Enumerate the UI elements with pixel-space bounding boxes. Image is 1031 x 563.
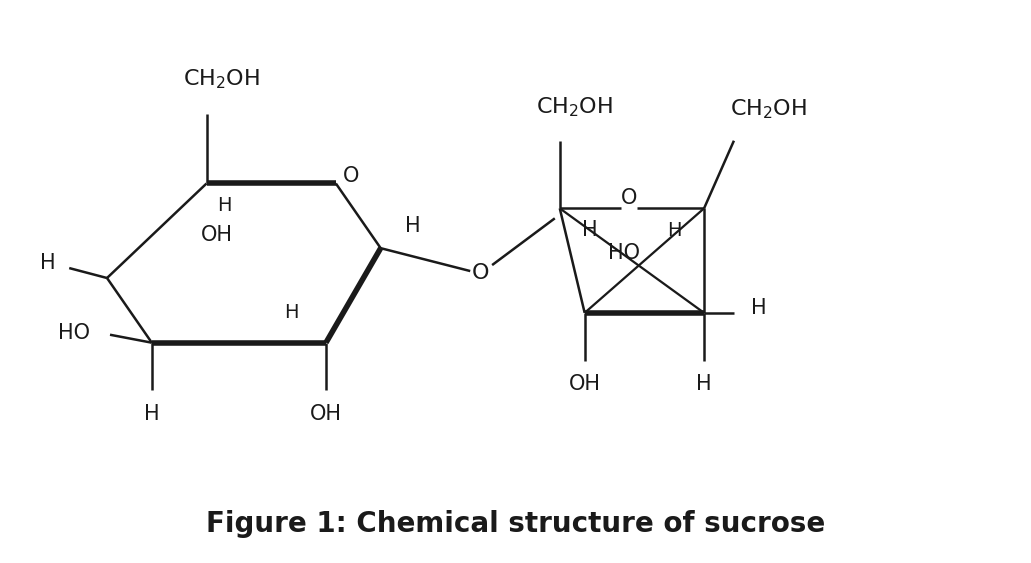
Text: Figure 1: Chemical structure of sucrose: Figure 1: Chemical structure of sucrose (206, 510, 825, 538)
Text: O: O (471, 263, 489, 283)
Text: H: H (218, 196, 232, 215)
Text: H: H (696, 374, 711, 395)
Text: H: H (39, 253, 55, 273)
Text: $\mathregular{CH_2OH}$: $\mathregular{CH_2OH}$ (182, 67, 260, 91)
Text: H: H (405, 216, 421, 236)
Text: O: O (342, 166, 359, 186)
Text: HO: HO (58, 323, 90, 343)
Text: OH: OH (310, 404, 342, 425)
Text: H: H (667, 221, 681, 240)
Text: H: H (581, 220, 597, 240)
Text: H: H (284, 303, 298, 323)
Text: $\mathregular{CH_2OH}$: $\mathregular{CH_2OH}$ (730, 97, 807, 120)
Text: OH: OH (200, 225, 232, 245)
Text: OH: OH (569, 374, 601, 395)
Text: H: H (751, 298, 767, 318)
Text: O: O (622, 189, 637, 208)
Text: $\mathregular{CH_2OH}$: $\mathregular{CH_2OH}$ (536, 95, 613, 119)
Text: HO: HO (608, 243, 640, 263)
Text: H: H (144, 404, 160, 425)
